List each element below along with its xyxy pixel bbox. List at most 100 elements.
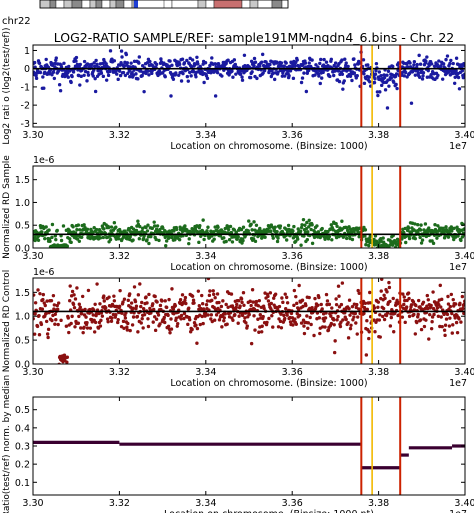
data-point (69, 321, 73, 326)
data-point (141, 306, 146, 311)
data-point (431, 241, 436, 246)
data-point (231, 75, 235, 79)
data-point (252, 63, 256, 68)
data-point (304, 303, 308, 308)
data-point (35, 324, 40, 329)
data-point (439, 305, 443, 309)
data-point (167, 235, 171, 240)
data-point (327, 302, 332, 307)
x-tick-label: 3.38 (368, 367, 389, 378)
data-point (34, 73, 38, 78)
data-point (93, 302, 97, 306)
data-point (209, 317, 213, 321)
data-point (373, 77, 377, 81)
chromosome-label: chr22 (2, 16, 31, 27)
x-tick-label: 3.40 (454, 130, 474, 141)
data-point (196, 289, 201, 293)
data-point (234, 305, 238, 309)
data-point (297, 313, 302, 318)
data-point (164, 305, 169, 310)
data-point (56, 301, 61, 305)
data-point (372, 237, 376, 242)
data-point (443, 333, 447, 338)
y-tick-label: -3 (21, 119, 30, 130)
data-point (341, 318, 345, 322)
data-point (237, 314, 241, 318)
data-point (191, 298, 196, 302)
data-point (446, 70, 451, 74)
data-point (80, 294, 85, 299)
data-point (109, 319, 114, 323)
data-point (407, 236, 412, 241)
y-tick-label: 0.4 (15, 423, 30, 434)
data-point (146, 324, 151, 329)
data-point (258, 64, 262, 68)
data-point (188, 56, 192, 61)
x-tick-label: 3.30 (22, 367, 43, 378)
data-point (234, 230, 238, 234)
data-point (433, 223, 437, 227)
data-point (112, 299, 117, 303)
data-point (308, 315, 312, 320)
data-point (353, 63, 357, 67)
data-point (266, 299, 271, 303)
data-point (267, 316, 271, 321)
data-point (402, 74, 406, 78)
data-point (346, 336, 351, 340)
data-point (435, 306, 440, 310)
data-point (66, 75, 70, 79)
data-point (54, 56, 58, 60)
data-point (71, 70, 76, 74)
data-point (125, 328, 130, 332)
data-point (388, 299, 392, 304)
data-point (383, 88, 388, 92)
data-point (101, 74, 106, 79)
data-point (91, 313, 95, 317)
data-point (178, 298, 183, 302)
data-point (330, 306, 334, 310)
data-point (78, 228, 82, 232)
data-point (260, 330, 264, 334)
data-point (445, 312, 450, 317)
data-point (382, 293, 386, 297)
data-point (456, 75, 461, 80)
data-point (419, 241, 424, 245)
data-point (352, 71, 357, 75)
data-point (145, 229, 150, 233)
x-tick-label: 3.32 (109, 130, 130, 141)
data-point (450, 311, 454, 316)
data-point (79, 326, 83, 330)
ideogram-band (123, 0, 133, 9)
data-point (251, 237, 256, 241)
data-point (319, 302, 323, 307)
data-point (418, 235, 422, 240)
data-point (419, 223, 423, 227)
data-point (368, 80, 372, 84)
data-point (241, 290, 246, 295)
data-point (379, 73, 383, 78)
data-point (202, 80, 206, 85)
data-point (337, 79, 342, 84)
data-point (380, 314, 385, 319)
data-point (173, 304, 178, 308)
data-point (208, 289, 212, 293)
data-point (98, 236, 103, 240)
y-tick-label: 0.3 (15, 442, 30, 453)
data-point (144, 225, 148, 230)
data-point (75, 286, 79, 290)
data-point (93, 320, 98, 325)
data-point (194, 323, 198, 327)
data-point (362, 311, 366, 316)
data-point (431, 306, 436, 311)
x-tick-label: 3.34 (195, 130, 216, 141)
data-point (120, 55, 124, 59)
data-point (458, 301, 462, 306)
data-point (396, 68, 400, 73)
data-point (446, 302, 451, 306)
data-point (421, 74, 425, 78)
data-point (233, 62, 238, 67)
ideogram-band (205, 0, 215, 9)
data-point (453, 71, 458, 76)
data-point (295, 58, 299, 62)
data-point (117, 69, 122, 73)
